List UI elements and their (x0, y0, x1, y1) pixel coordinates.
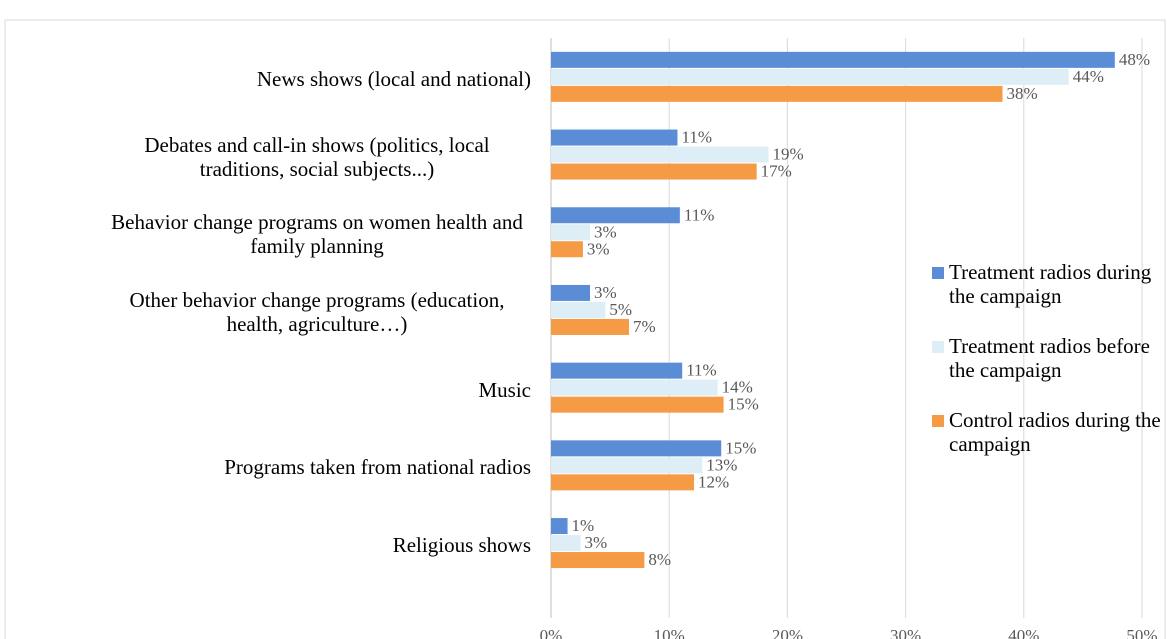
value-label: 3% (594, 222, 617, 241)
value-label: 5% (609, 300, 632, 319)
legend-entry: Treatment radios during the campaign (932, 260, 1167, 308)
value-label: 13% (706, 455, 737, 474)
bar (551, 163, 757, 180)
value-label: 17% (761, 162, 792, 181)
value-label: 3% (587, 239, 610, 258)
value-label: 14% (722, 378, 753, 397)
x-tick-label: 0% (540, 626, 563, 639)
legend-entry: Control radios during the campaign (932, 408, 1167, 456)
bar (551, 457, 703, 474)
x-tick-label: 30% (890, 626, 921, 639)
legend-label: Treatment radios before the campaign (949, 334, 1150, 382)
legend-label: Treatment radios during the campaign (949, 260, 1152, 308)
bar (551, 129, 678, 146)
value-label: 1% (572, 516, 595, 535)
value-label: 11% (684, 205, 715, 224)
category-text: Music (478, 377, 532, 402)
category-text: Debates and call-in shows (politics, loc… (144, 132, 490, 181)
value-label: 7% (633, 317, 656, 336)
value-label: 8% (648, 550, 671, 569)
x-tick-label: 40% (1008, 626, 1039, 639)
bar (551, 68, 1069, 85)
value-label: 11% (686, 361, 717, 380)
x-tick-label: 10% (654, 626, 685, 639)
legend-entry: Treatment radios before the campaign (932, 334, 1167, 382)
bar (551, 379, 718, 396)
category-label: Religious shows (0, 533, 531, 557)
legend-label: Control radios during the campaign (949, 408, 1161, 456)
value-label: 15% (725, 438, 756, 457)
category-text: Other behavior change programs (educatio… (129, 287, 505, 336)
bar (551, 474, 695, 491)
bar (551, 224, 591, 241)
category-text: News shows (local and national) (256, 66, 531, 91)
bar (551, 396, 724, 413)
legend-marker (932, 267, 944, 279)
bar (551, 241, 583, 258)
bar (551, 552, 645, 569)
x-tick-label: 50% (1126, 626, 1157, 639)
category-text: Religious shows (392, 533, 531, 558)
value-label: 48% (1119, 50, 1150, 69)
bar (551, 207, 680, 224)
category-text: Programs taken from national radios (224, 455, 531, 480)
value-label: 15% (728, 395, 759, 414)
category-text: Behavior change programs on women health… (111, 210, 523, 259)
category-label: Music (0, 377, 532, 402)
bar (551, 85, 1003, 102)
category-label: News shows (local and national) (0, 67, 531, 91)
legend-marker (932, 341, 944, 353)
category-label: Programs taken from national radios (0, 455, 531, 479)
bar (551, 301, 606, 318)
bar (551, 318, 630, 335)
bar (551, 146, 769, 163)
value-label: 12% (698, 472, 729, 491)
category-label: Debates and call-in shows (politics, loc… (0, 133, 531, 181)
bar (551, 284, 591, 301)
value-label: 3% (594, 283, 617, 302)
legend-marker (932, 415, 944, 427)
value-label: 3% (585, 533, 608, 552)
category-label: Behavior change programs on women health… (0, 210, 531, 258)
value-label: 11% (681, 128, 712, 147)
category-label: Other behavior change programs (educatio… (0, 288, 531, 336)
x-tick-label: 20% (772, 626, 803, 639)
value-label: 44% (1073, 67, 1104, 86)
value-label: 38% (1007, 84, 1038, 103)
bar (551, 518, 568, 535)
chart-border (4, 19, 1166, 639)
bar (551, 51, 1115, 68)
bar (551, 362, 683, 379)
value-label: 19% (772, 145, 803, 164)
bar (551, 535, 581, 552)
bar (551, 440, 722, 457)
